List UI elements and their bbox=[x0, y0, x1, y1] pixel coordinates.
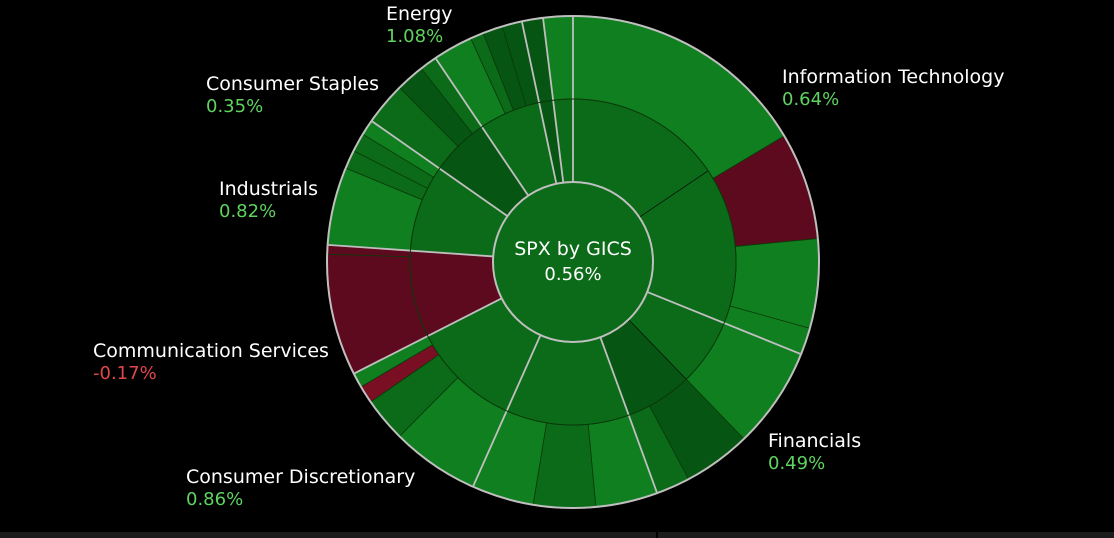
label-change-industrials: 0.82% bbox=[219, 201, 276, 222]
label-name-communication-services: Communication Services bbox=[93, 340, 329, 362]
label-change-information-technology: 0.64% bbox=[782, 89, 839, 110]
ring-separators bbox=[327, 16, 802, 494]
label-name-information-technology: Information Technology bbox=[782, 66, 1004, 88]
center-disc bbox=[492, 181, 654, 343]
chart-title: SPX by GICS bbox=[514, 238, 632, 260]
label-change-consumer-discretionary: 0.86% bbox=[186, 489, 243, 510]
label-change-consumer-staples: 0.35% bbox=[206, 96, 263, 117]
label-name-industrials: Industrials bbox=[219, 178, 318, 200]
middle-ring bbox=[409, 98, 737, 426]
chart-total-change: 0.56% bbox=[544, 264, 601, 285]
label-name-energy: Energy bbox=[386, 3, 453, 25]
bottom-scrollbar bbox=[0, 532, 1114, 538]
label-name-financials: Financials bbox=[768, 430, 861, 452]
label-change-financials: 0.49% bbox=[768, 453, 825, 474]
label-change-energy: 1.08% bbox=[386, 26, 443, 47]
label-name-consumer-staples: Consumer Staples bbox=[206, 73, 379, 95]
label-change-communication-services: -0.17% bbox=[93, 363, 157, 384]
label-name-consumer-discretionary: Consumer Discretionary bbox=[186, 466, 415, 488]
chart-outline bbox=[326, 15, 820, 509]
outer-ring bbox=[326, 15, 820, 509]
